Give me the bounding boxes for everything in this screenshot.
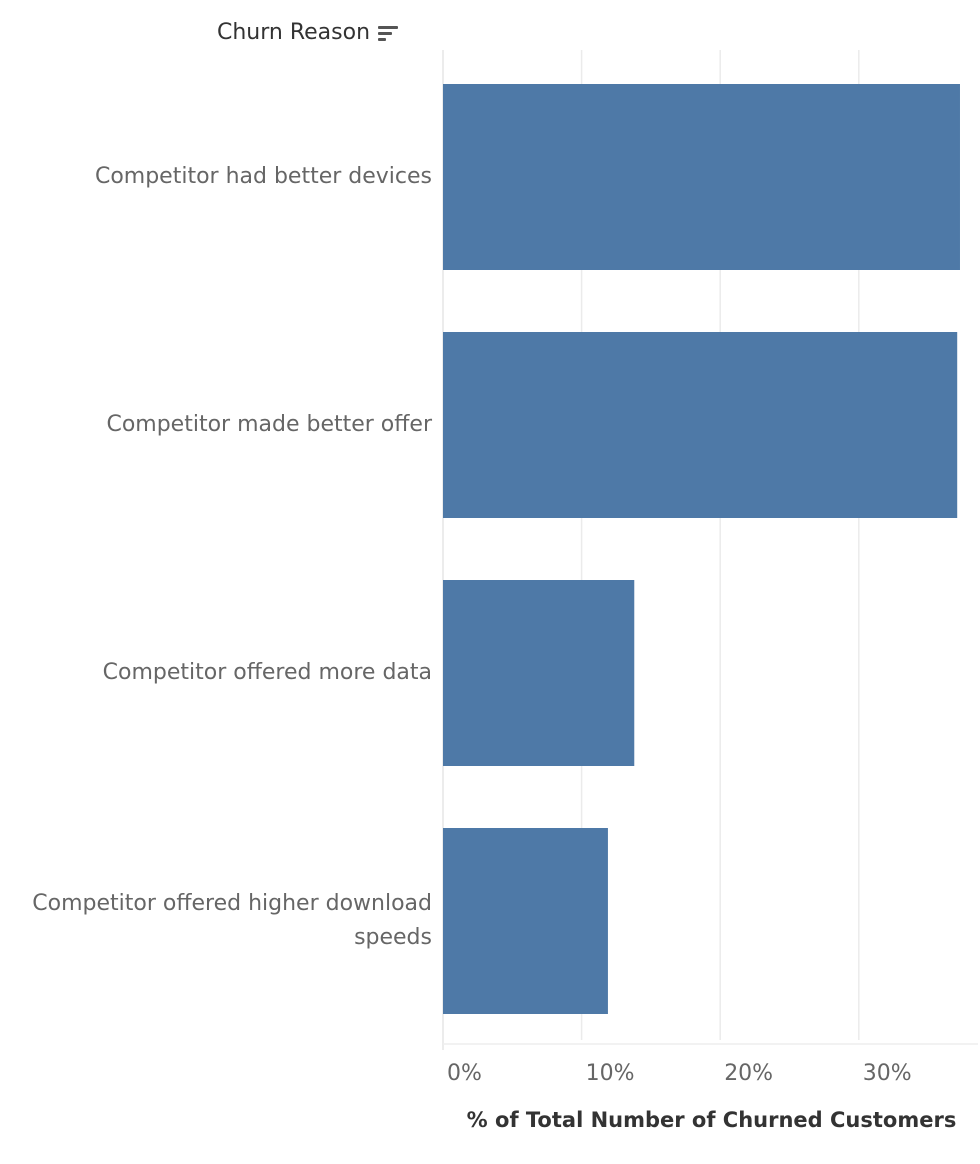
bar-1[interactable] xyxy=(443,84,960,270)
row-header-label: Churn Reason xyxy=(217,20,371,45)
bar-2[interactable] xyxy=(443,332,958,518)
row-header-container: Churn Reason xyxy=(217,20,399,45)
sort-descending-icon[interactable] xyxy=(378,23,399,43)
category-label-1: Competitor had better devices xyxy=(94,164,432,189)
x-tick-label-4: 30% xyxy=(862,1061,912,1086)
x-axis-title: % of Total Number of Churned Customers xyxy=(466,1108,957,1132)
bar-3[interactable] xyxy=(443,580,635,766)
category-label-2: Competitor made better offer xyxy=(106,412,432,437)
x-tick-label-1: 0% xyxy=(447,1061,482,1086)
x-tick-label-2: 10% xyxy=(585,1061,635,1086)
x-tick-label-3: 20% xyxy=(724,1061,774,1086)
bar-4[interactable] xyxy=(443,828,608,1014)
category-label-4: Competitor offered higher download speed… xyxy=(32,891,432,950)
category-label-3: Competitor offered more data xyxy=(102,660,432,685)
